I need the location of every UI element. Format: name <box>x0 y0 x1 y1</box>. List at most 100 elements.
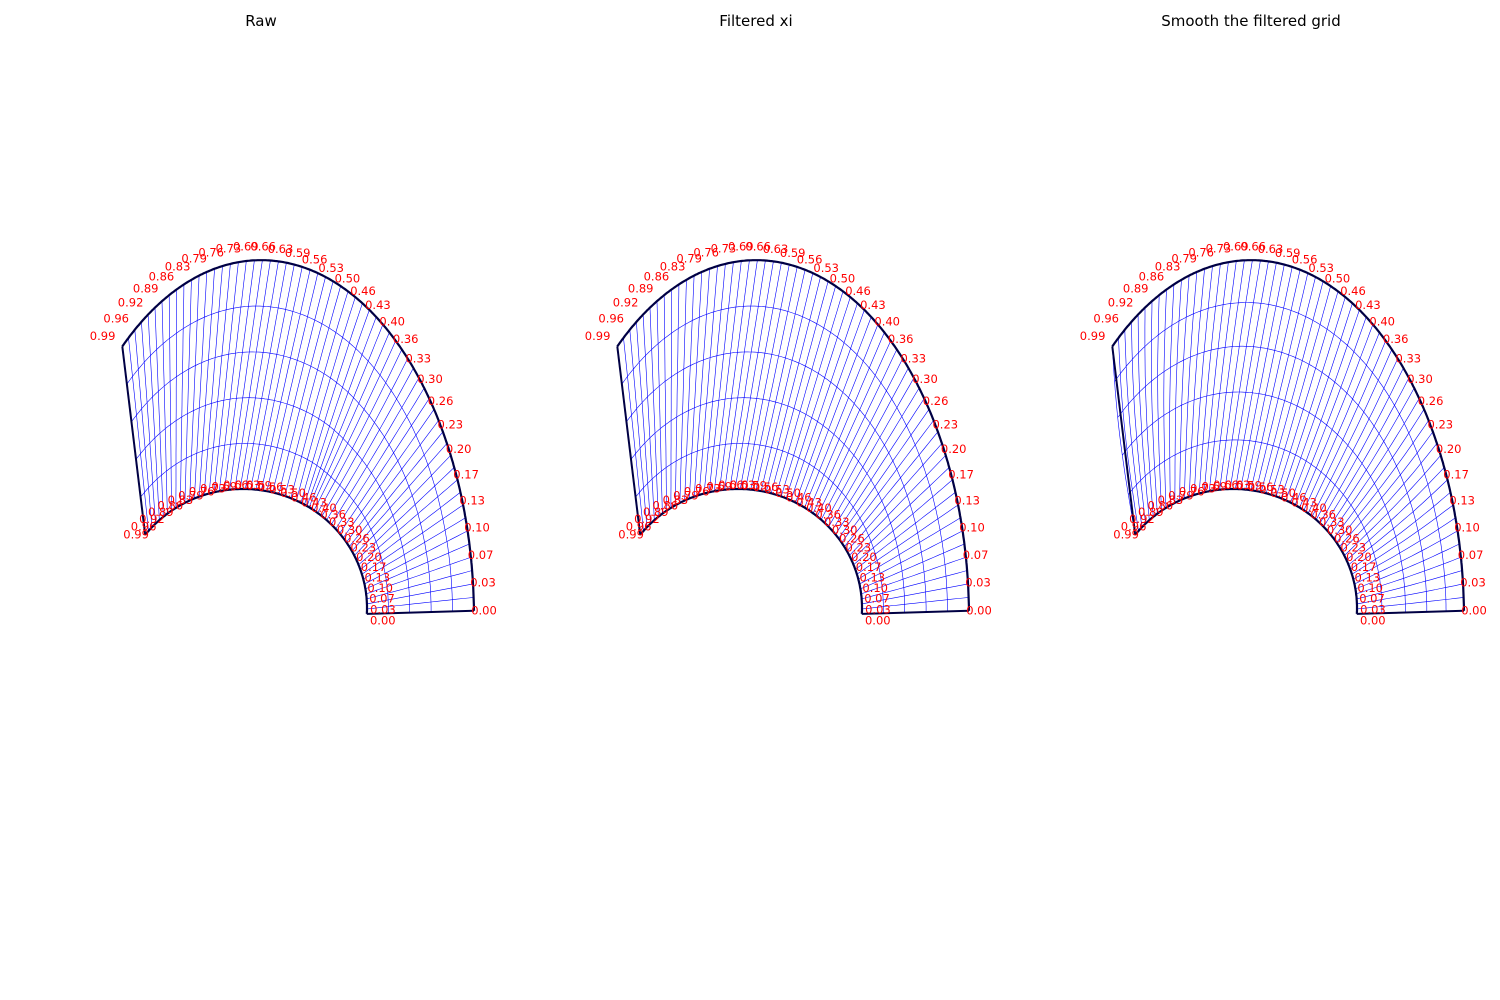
inner-boundary-label: 0.76 <box>189 485 215 499</box>
grid-radial-line <box>629 329 648 528</box>
grid-radial-line <box>1356 556 1462 595</box>
grid-radial-line <box>229 260 263 490</box>
outer-boundary-label: 0.26 <box>923 394 949 408</box>
grid-radial-line <box>1151 301 1158 514</box>
outer-boundary-label: 0.86 <box>1139 270 1165 284</box>
outer-boundary-label: 0.96 <box>103 311 129 325</box>
grid-arc-line <box>630 397 906 613</box>
grid-radial-line <box>708 262 734 493</box>
outer-boundary-label: 0.30 <box>912 372 938 386</box>
outer-boundary-label: 0.96 <box>598 311 624 325</box>
grid-radial-line <box>360 492 461 570</box>
inner-boundary-label: 0.33 <box>329 515 355 529</box>
inner-boundary-label: 0.89 <box>148 505 174 519</box>
grid-radial-line <box>1124 329 1143 528</box>
outer-boundary-label: 0.07 <box>1458 548 1484 562</box>
grid-radial-line <box>808 332 885 511</box>
inner-boundary-label: 0.30 <box>1327 523 1353 537</box>
grid-radial-line <box>804 324 879 508</box>
inner-boundary-label: 0.20 <box>356 550 382 564</box>
outer-boundary-label: 0.76 <box>693 245 719 259</box>
inner-boundary <box>144 487 369 615</box>
outer-boundary-label: 0.13 <box>954 494 980 508</box>
outer-boundary-label: 0.79 <box>1171 251 1197 265</box>
grid-radial-line <box>1163 289 1167 508</box>
grid-radial-line <box>1203 262 1229 493</box>
grid-arc-line <box>131 351 432 613</box>
inner-boundary-label: 0.76 <box>684 485 710 499</box>
grid-radial-line <box>780 291 844 497</box>
grid-radial-line <box>785 297 851 499</box>
outer-boundary-label: 0.30 <box>417 372 443 386</box>
grid-radial-line <box>765 276 821 493</box>
inner-boundary-label: 0.20 <box>851 550 877 564</box>
outer-boundary-label: 0.83 <box>660 260 686 274</box>
grid-radial-line <box>321 358 408 517</box>
outer-boundary-label: 0.50 <box>1325 272 1351 286</box>
inner-boundary-label: 0.96 <box>131 519 157 533</box>
outer-boundary-label: 0.53 <box>813 261 839 275</box>
outer-boundary-label: 0.56 <box>797 253 823 267</box>
grid-radial-line <box>838 409 930 539</box>
outer-boundary-label: 0.50 <box>830 272 856 286</box>
inner-boundary-label: 0.30 <box>832 523 858 537</box>
inner-boundary-label: 0.00 <box>370 613 396 627</box>
grid-radial-line <box>363 517 466 580</box>
outer-boundary-label: 0.63 <box>268 242 294 256</box>
inner-boundary-label: 0.46 <box>1281 490 1307 504</box>
grid-radial-line <box>335 387 425 530</box>
outer-boundary-label: 0.69 <box>1223 239 1249 253</box>
grid-radial-line <box>1356 597 1464 610</box>
grid-radial-line <box>675 284 680 506</box>
inner-boundary-label: 0.63 <box>730 478 756 492</box>
grid-radial-line <box>313 340 396 511</box>
grid-radial-line <box>234 260 271 490</box>
grid-arc-line <box>140 443 389 614</box>
outer-boundary-label: 0.20 <box>1436 442 1462 456</box>
grid-radial-line <box>1356 583 1464 605</box>
outer-boundary-label: 0.20 <box>446 442 472 456</box>
grid-radial-line <box>812 340 891 514</box>
outer-boundary-label: 0.23 <box>1427 418 1453 432</box>
grid-radial-line <box>776 286 836 495</box>
outer-boundary-label: 0.76 <box>198 245 224 259</box>
outer-boundary-label: 0.83 <box>165 260 191 274</box>
outer-boundary <box>616 259 971 611</box>
outer-boundary-label: 0.10 <box>464 520 490 534</box>
inner-boundary-label: 0.56 <box>1248 480 1274 494</box>
grid-arc-line <box>635 443 884 614</box>
outer-boundary-label: 0.07 <box>468 548 494 562</box>
grid-radial-line <box>623 337 644 532</box>
grid-radial-line <box>365 543 470 590</box>
grid-radial-line <box>689 271 703 499</box>
inner-boundary-label: 0.17 <box>1351 560 1377 574</box>
outer-boundary-label: 0.46 <box>1340 284 1366 298</box>
grid-radial-line <box>364 530 468 585</box>
grid-radial-line <box>1299 324 1374 508</box>
grid-radial-line <box>250 264 295 490</box>
grid-radial-line <box>161 301 168 514</box>
outer-boundary-label: 0.73 <box>216 241 242 255</box>
inner-boundary-label: 0.53 <box>269 483 295 497</box>
inner-boundary-label: 0.13 <box>859 570 885 584</box>
grid-radial-line <box>1346 467 1445 561</box>
outer-boundary-label: 0.07 <box>963 548 989 562</box>
inner-boundary-label: 0.10 <box>862 581 888 595</box>
grid-radial-line <box>1290 309 1360 503</box>
panel-raw: Raw 0.000.000.030.030.070.070.100.100.13… <box>90 12 497 627</box>
inner-boundary-label: 0.63 <box>235 478 261 492</box>
grid-arc-line <box>1122 391 1406 613</box>
grid-radial-line <box>366 570 473 600</box>
inner-boundary-label: 0.63 <box>1225 478 1251 492</box>
outer-boundary-label: 0.79 <box>181 251 207 265</box>
outer-boundary-label: 0.50 <box>335 272 361 286</box>
grid-radial-line <box>1250 269 1301 491</box>
inner-boundary-label: 0.07 <box>864 592 890 606</box>
inner-boundary-label: 0.33 <box>1319 515 1345 529</box>
grid-radial-line <box>1294 316 1367 506</box>
grid-radial-line <box>180 284 185 506</box>
grid-radial-line <box>351 443 448 552</box>
grid-radial-line <box>154 307 164 517</box>
inner-boundary-label: 0.46 <box>291 490 317 504</box>
grid-radial-line <box>1330 398 1420 535</box>
